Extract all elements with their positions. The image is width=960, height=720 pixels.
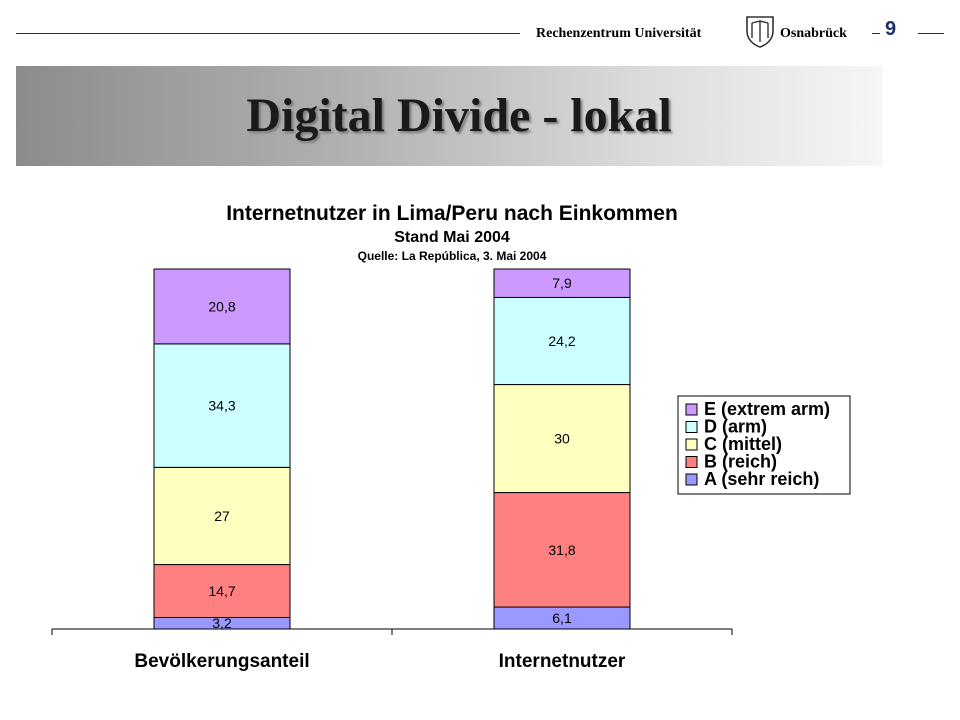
x-tick-label-bev-lkerungsanteil: Bevölkerungsanteil — [134, 651, 309, 672]
data-label-internetnutzer-a-sehr-reich: 6,1 — [552, 610, 572, 626]
chart-legend: E (extrem arm)D (arm)C (mittel)B (reich)… — [677, 395, 851, 495]
bar-segment-bev-lkerungsanteil-e-extrem-arm — [153, 268, 291, 345]
data-label-internetnutzer-d-arm: 24,2 — [548, 333, 575, 349]
header-rule-left — [16, 33, 520, 34]
header-rule-mid — [872, 33, 880, 34]
data-label-bev-lkerungsanteil-a-sehr-reich: 3,2 — [212, 615, 232, 631]
bar-segment-internetnutzer-d-arm — [493, 296, 631, 386]
header-rule-right — [918, 33, 944, 34]
legend-label-e-extrem-arm: E (extrem arm) — [704, 399, 830, 419]
slide-title: Digital Divide - lokal — [246, 89, 672, 142]
data-label-internetnutzer-c-mittel: 30 — [554, 431, 570, 447]
legend-label-a-sehr-reich: A (sehr reich) — [704, 469, 819, 489]
page-number: 9 — [885, 18, 897, 40]
legend-swatch-b-reich — [685, 456, 698, 468]
header-institution-left: Rechenzentrum Universität — [536, 26, 702, 41]
legend-swatch-a-sehr-reich — [685, 473, 698, 486]
stacked-bar-chart: Internetnutzer in Lima/Peru nach Einkomm… — [51, 202, 851, 672]
bar-segment-bev-lkerungsanteil-c-mittel — [153, 466, 291, 566]
bar-segment-internetnutzer-e-extrem-arm — [493, 268, 631, 298]
chart-source: Quelle: La República, 3. Mai 2004 — [358, 249, 547, 263]
chart-title: Internetnutzer in Lima/Peru nach Einkomm… — [226, 202, 678, 225]
university-crest-icon — [746, 16, 774, 48]
data-label-internetnutzer-e-extrem-arm: 7,9 — [552, 275, 572, 291]
plot-area: 3,2 14,7 27 34,3 20,8 Bevölkerungsanteil 6,1 31… — [51, 268, 733, 672]
legend-label-b-reich: B (reich) — [704, 452, 777, 472]
bar-segment-bev-lkerungsanteil-b-reich — [153, 564, 291, 618]
data-label-bev-lkerungsanteil-b-reich: 14,7 — [208, 583, 235, 599]
title-banner — [16, 66, 882, 166]
data-label-bev-lkerungsanteil-e-extrem-arm: 20,8 — [208, 298, 235, 314]
legend-swatch-c-mittel — [685, 438, 698, 451]
legend-swatch-e-extrem-arm — [685, 403, 698, 416]
data-label-internetnutzer-b-reich: 31,8 — [548, 542, 575, 558]
data-label-bev-lkerungsanteil-d-arm: 34,3 — [208, 398, 235, 414]
legend-label-c-mittel: C (mittel) — [704, 434, 782, 454]
header-institution-right: Osnabrück — [780, 26, 847, 41]
x-tick-label-internetnutzer: Internetnutzer — [499, 651, 626, 672]
legend-label-d-arm: D (arm) — [704, 417, 767, 437]
chart-subtitle: Stand Mai 2004 — [394, 229, 510, 246]
bar-segment-internetnutzer-b-reich — [493, 492, 631, 608]
data-label-bev-lkerungsanteil-c-mittel: 27 — [214, 508, 230, 524]
legend-box — [677, 395, 851, 495]
legend-swatch-d-arm — [685, 421, 698, 433]
